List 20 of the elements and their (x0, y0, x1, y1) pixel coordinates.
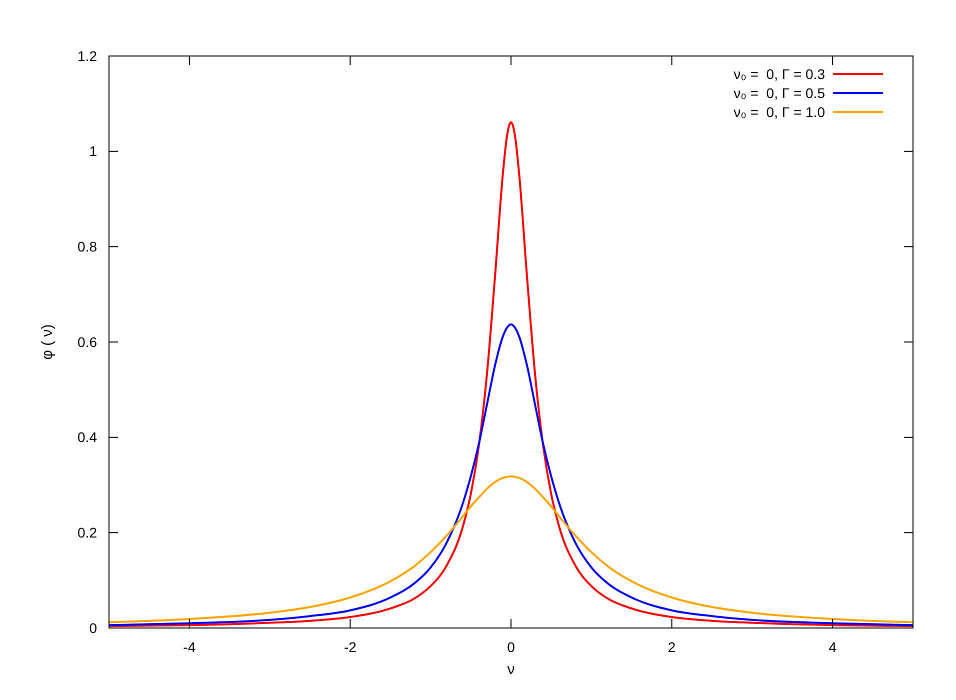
y-tick-label: 0.4 (78, 429, 98, 446)
y-tick-label: 1.2 (78, 48, 98, 64)
line-series (109, 323, 913, 626)
y-tick-label: 0 (89, 620, 98, 636)
x-tick-label: 0 (507, 639, 516, 655)
y-tick-label: 1 (89, 143, 98, 160)
line-series (109, 475, 913, 624)
x-tick-label: -4 (183, 639, 196, 655)
y-axis-title: φ ( ν) (39, 324, 56, 360)
y-tick-label: 0.6 (78, 334, 98, 350)
legend-label: ν₀ = 0, Γ = 0.5 (734, 84, 826, 101)
y-tick-label: 0.8 (78, 238, 98, 255)
x-axis-title: ν (507, 661, 515, 678)
y-tick-label: 0.2 (78, 524, 98, 541)
x-tick-label: 4 (828, 639, 837, 655)
x-tick-label: 2 (668, 639, 676, 655)
legend-label: ν₀ = 0, Γ = 0.3 (734, 66, 826, 82)
x-tick-label: -2 (344, 639, 357, 655)
line-series (109, 121, 913, 628)
legend-label: ν₀ = 0, Γ = 1.0 (734, 104, 826, 120)
